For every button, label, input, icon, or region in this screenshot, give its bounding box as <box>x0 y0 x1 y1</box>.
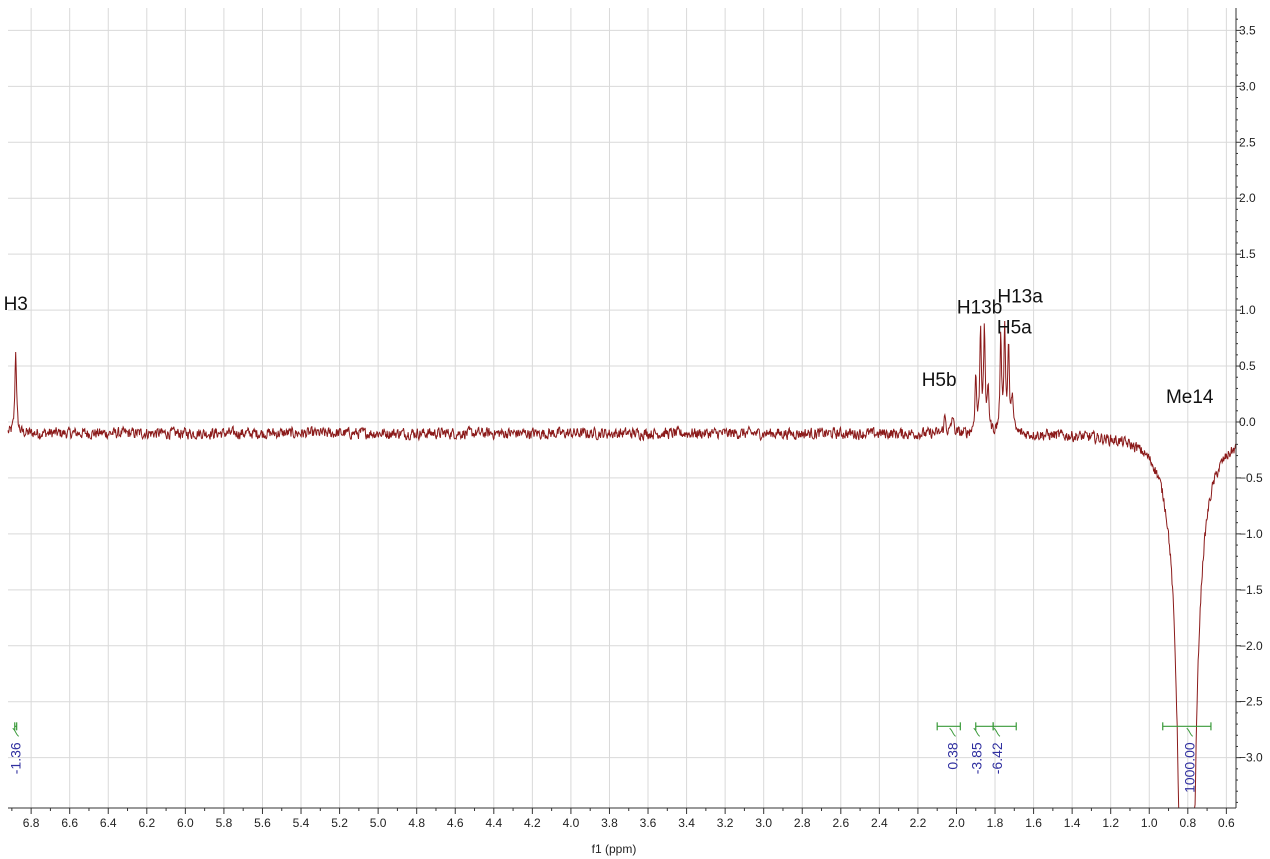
x-tick-label: 5.4 <box>293 816 310 830</box>
y-tick-label: −1.0 <box>1239 527 1263 541</box>
x-tick-label: 1.8 <box>987 816 1004 830</box>
peak-label: H13a <box>997 286 1043 307</box>
x-axis-title: f1 (ppm) <box>592 842 637 856</box>
y-tick-label: 2.5 <box>1239 135 1256 149</box>
integral-curve <box>993 727 1001 737</box>
integral-curve <box>949 727 956 737</box>
peak-label: H5b <box>922 370 957 391</box>
x-tick-label: 6.6 <box>61 816 78 830</box>
x-tick-label: 5.2 <box>331 816 348 830</box>
y-tick-label: 3.0 <box>1239 79 1256 93</box>
y-tick-label: −1.5 <box>1239 583 1263 597</box>
x-tick-label: 0.8 <box>1179 816 1196 830</box>
y-tick-label: 1.5 <box>1239 247 1256 261</box>
integral-curve <box>973 727 981 737</box>
integrals: -1.36 0.38 -3.85 -6.42 1000.00 <box>8 722 1212 793</box>
x-tick-label: 1.2 <box>1102 816 1119 830</box>
integral-value-label: -6.42 <box>989 742 1005 774</box>
x-tick-label: 4.6 <box>447 816 464 830</box>
integral-value-label: -3.85 <box>969 742 985 774</box>
x-tick-label: 0.6 <box>1218 816 1235 830</box>
integral-value-label: 1000.00 <box>1182 742 1198 793</box>
y-tick-label: −3.0 <box>1239 751 1263 765</box>
y-tick-label: 2.0 <box>1239 191 1256 205</box>
x-tick-label: 2.0 <box>948 816 965 830</box>
x-tick-label: 3.8 <box>601 816 618 830</box>
x-tick-label: 5.0 <box>370 816 387 830</box>
integral-curve <box>12 727 20 737</box>
x-tick-label: 6.0 <box>177 816 194 830</box>
y-tick-label: −2.0 <box>1239 639 1263 653</box>
y-tick-label: 0.0 <box>1239 415 1256 429</box>
x-tick-label: 1.4 <box>1064 816 1081 830</box>
integral-value-label: -1.36 <box>8 742 24 774</box>
x-tick-label: 3.6 <box>640 816 657 830</box>
x-tick-label: 4.2 <box>524 816 541 830</box>
x-tick-label: 1.6 <box>1025 816 1042 830</box>
y-tick-label: −0.5 <box>1239 471 1263 485</box>
peak-label: H5a <box>997 318 1032 339</box>
x-tick-label: 2.8 <box>794 816 811 830</box>
x-tick-label: 6.8 <box>23 816 40 830</box>
y-tick-label: 1.0 <box>1239 303 1256 317</box>
x-tick-label: 6.4 <box>100 816 117 830</box>
integral-value-label: 0.38 <box>945 742 961 769</box>
x-tick-label: 1.0 <box>1141 816 1158 830</box>
x-tick-label: 2.4 <box>871 816 888 830</box>
x-tick-label: 3.2 <box>717 816 734 830</box>
x-tick-label: 3.4 <box>678 816 695 830</box>
axes: 6.8 6.6 6.4 6.2 6.0 5.8 5.6 5.4 5.2 5.0 4.8 4.6 4.4 4… <box>8 8 1263 830</box>
x-tick-label: 5.6 <box>254 816 271 830</box>
x-tick-label: 4.0 <box>563 816 580 830</box>
x-tick-label: 2.6 <box>832 816 849 830</box>
x-tick-label: 4.4 <box>485 816 502 830</box>
spectrum-trace-group <box>7 321 1237 809</box>
y-tick-label: −2.5 <box>1239 695 1263 709</box>
x-tick-label: 3.0 <box>755 816 772 830</box>
x-tick-label: 5.8 <box>216 816 233 830</box>
peak-label: H3 <box>4 294 28 315</box>
x-tick-label: 2.2 <box>910 816 927 830</box>
integral-curve <box>1186 727 1194 737</box>
y-tick-label: 3.5 <box>1239 23 1256 37</box>
grid <box>8 8 1236 808</box>
peak-label: H13b <box>957 297 1002 318</box>
x-tick-label: 4.8 <box>408 816 425 830</box>
x-tick-label: 6.2 <box>138 816 155 830</box>
y-tick-label: 0.5 <box>1239 359 1256 373</box>
spectrum-trace <box>7 321 1237 809</box>
peak-label: Me14 <box>1166 387 1214 408</box>
